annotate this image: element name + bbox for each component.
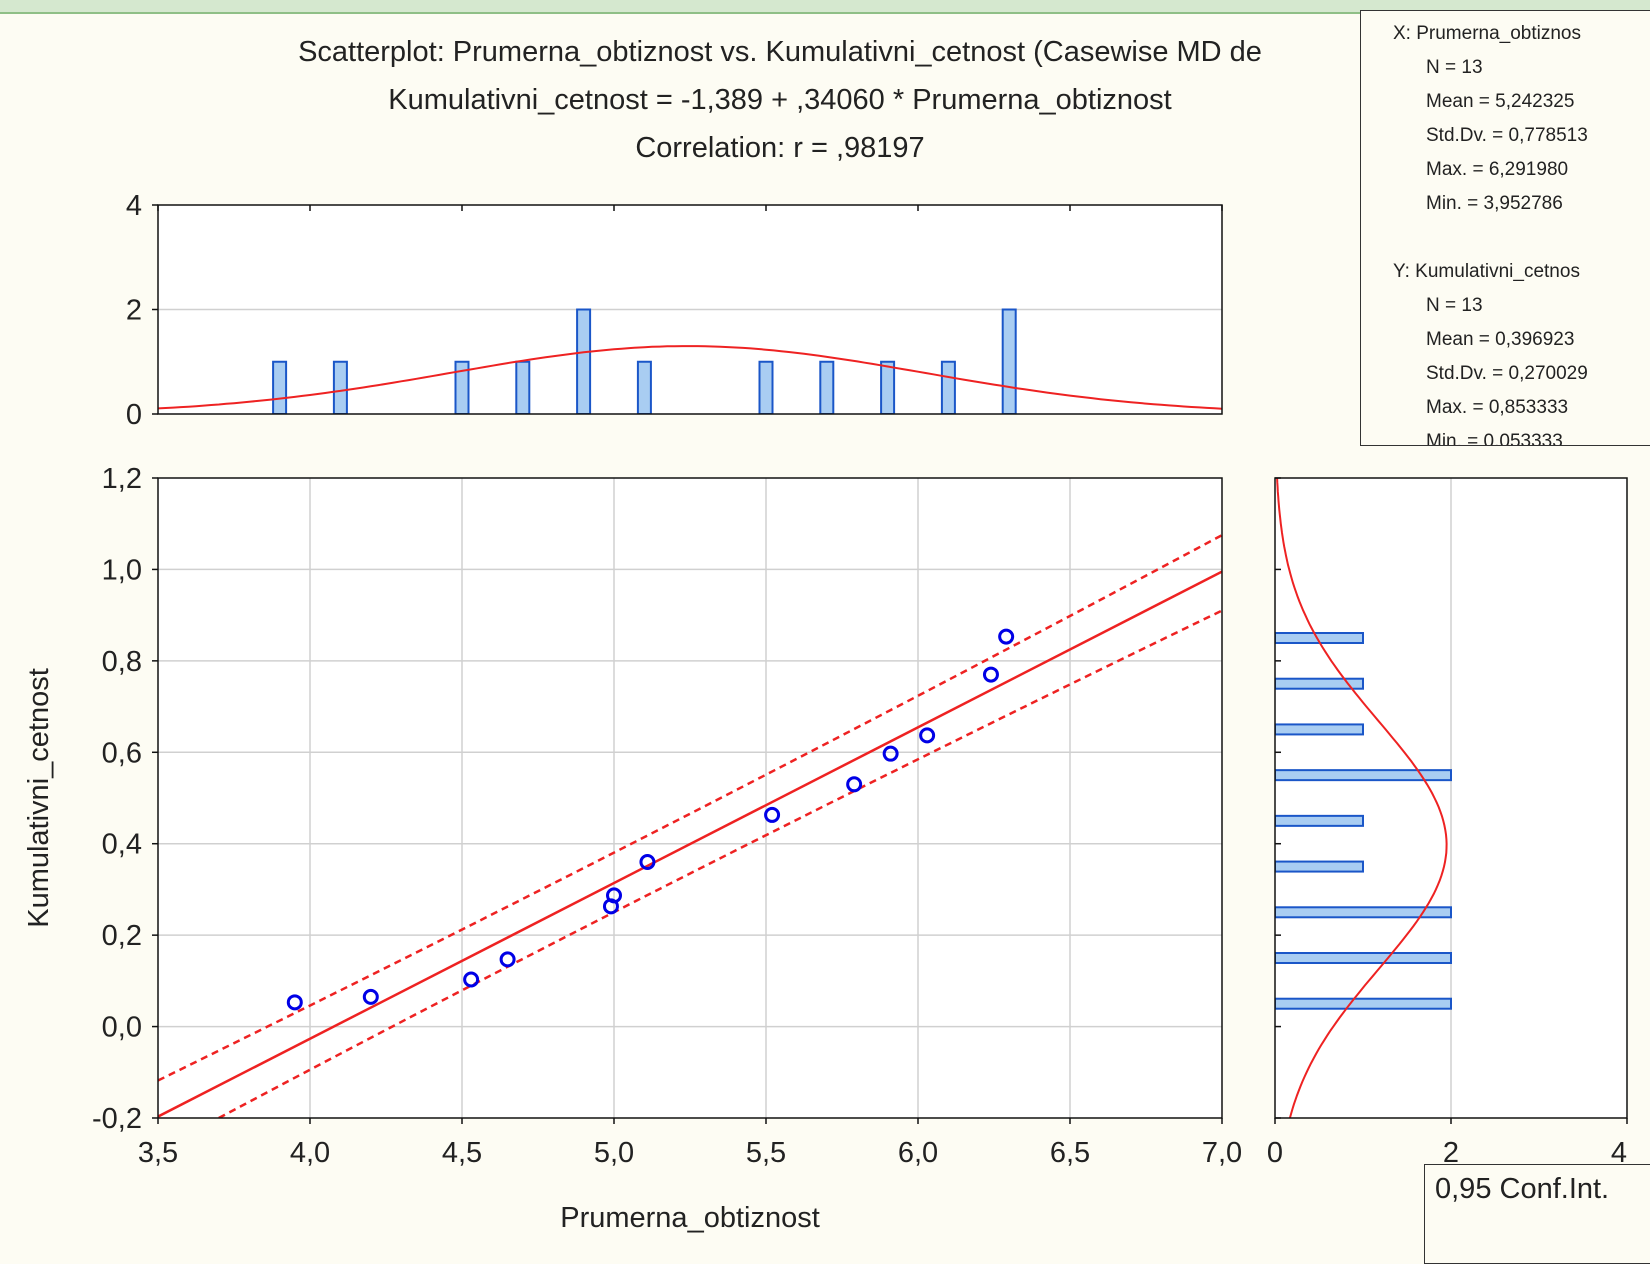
top-hist-bar [515, 360, 531, 414]
y-tick-label: 1,0 [102, 554, 142, 586]
right-hist-x-tick-label: 0 [1267, 1137, 1283, 1169]
stats-x-min: Min. = 3,952786 [1426, 193, 1563, 214]
data-point [846, 776, 863, 793]
x-axis-label: Prumerna_obtiznost [560, 1202, 820, 1234]
y-tick-label: 0,4 [102, 829, 142, 861]
regression-group [158, 534, 1222, 1118]
right-hist-bar [1275, 906, 1452, 919]
y-axis-label: Kumulativni_cetnost [23, 668, 55, 928]
data-point [998, 628, 1015, 645]
top-hist-bar [819, 360, 835, 414]
top-hist-bar [576, 308, 592, 414]
confidence-band-lower [218, 609, 1222, 1118]
stats-x-label: X: Prumerna_obtiznos [1393, 23, 1581, 44]
y-tick-label: 0,6 [102, 737, 142, 769]
right-hist-bar [1275, 860, 1364, 873]
right-hist-bar [1275, 952, 1452, 964]
chart-correlation: Correlation: r = ,98197 [635, 132, 925, 164]
window-top-bar [0, 0, 1650, 14]
top-hist-bar [454, 360, 470, 414]
data-point [499, 951, 516, 968]
x-tick-label: 6,5 [1050, 1137, 1090, 1169]
top-hist-y-tick-label: 4 [126, 190, 142, 222]
legend-box: 0,95 Conf.Int. [1424, 1164, 1650, 1264]
top-hist-bar [332, 360, 348, 414]
x-tick-label: 3,5 [138, 1137, 178, 1169]
x-tick-label: 4,0 [290, 1137, 330, 1169]
data-point [639, 854, 656, 870]
data-point [882, 745, 899, 762]
right-hist-x-tick-label: 2 [1443, 1137, 1459, 1169]
y-tick-label: 0,0 [102, 1012, 142, 1044]
top-hist-bar [272, 360, 288, 414]
top-hist-bar [880, 360, 896, 414]
top-hist-group [158, 308, 1222, 414]
right-hist-bar [1275, 677, 1364, 690]
x-tick-label: 4,5 [442, 1137, 482, 1169]
x-tick-label: 5,5 [746, 1137, 786, 1169]
top-hist-y-tick-label: 0 [126, 399, 142, 431]
stats-x-n: N = 13 [1426, 57, 1483, 78]
y-tick-label: 0,2 [102, 920, 142, 952]
confidence-band-upper [158, 534, 1222, 1082]
regression-line [158, 570, 1222, 1118]
data-point [286, 994, 303, 1011]
legend-conf-int-label: 0,95 Conf.Int. [1435, 1173, 1610, 1205]
right-hist-bar [1275, 814, 1364, 827]
y-tick-label: 1,2 [102, 463, 142, 495]
right-hist-bar [1275, 723, 1364, 736]
data-point [606, 887, 622, 904]
stats-x-mean: Mean = 5,242325 [1426, 91, 1575, 112]
chart-title: Scatterplot: Prumerna_obtiznost vs. Kumu… [298, 36, 1262, 68]
x-tick-label: 6,0 [898, 1137, 938, 1169]
stats-y-min: Min. = 0,053333 [1426, 431, 1563, 446]
x-tick-label: 5,0 [594, 1137, 634, 1169]
data-point [463, 971, 480, 988]
stats-x-std: Std.Dv. = 0,778513 [1426, 125, 1588, 146]
top-hist-bar [940, 360, 956, 414]
right-hist-bar [1275, 769, 1452, 782]
data-point [982, 666, 999, 683]
top-hist-bar [636, 360, 652, 414]
stats-y-max: Max. = 0,853333 [1426, 397, 1569, 418]
stats-y-std: Std.Dv. = 0,270029 [1426, 363, 1588, 384]
x-tick-label: 7,0 [1202, 1137, 1242, 1169]
right-hist-bar [1275, 997, 1452, 1010]
data-point [362, 988, 379, 1005]
y-tick-label: 0,8 [102, 646, 142, 678]
data-point [919, 727, 936, 744]
right-hist-group [1275, 478, 1452, 1118]
y-tick-label: -0,2 [92, 1103, 142, 1135]
chart-equation: Kumulativni_cetnost = -1,389 + ,34060 * … [388, 84, 1172, 116]
data-point [764, 806, 781, 823]
top-hist-bar [1001, 308, 1017, 414]
stats-y-mean: Mean = 0,396923 [1426, 329, 1575, 350]
stats-box: X: Prumerna_obtiznos N = 13 Mean = 5,242… [1360, 10, 1650, 446]
top-normal-curve [158, 345, 1222, 410]
stats-x-max: Max. = 6,291980 [1426, 159, 1569, 180]
plot-frame [157, 477, 1223, 1119]
right-hist-x-tick-label: 4 [1611, 1137, 1627, 1169]
right-normal-curve [1276, 478, 1448, 1118]
stats-y-label: Y: Kumulativni_cetnos [1393, 261, 1580, 282]
top-hist-bar [758, 360, 774, 414]
plot-area [158, 478, 1222, 1118]
stats-y-n: N = 13 [1426, 295, 1483, 316]
top-hist-y-tick-label: 2 [126, 295, 142, 327]
